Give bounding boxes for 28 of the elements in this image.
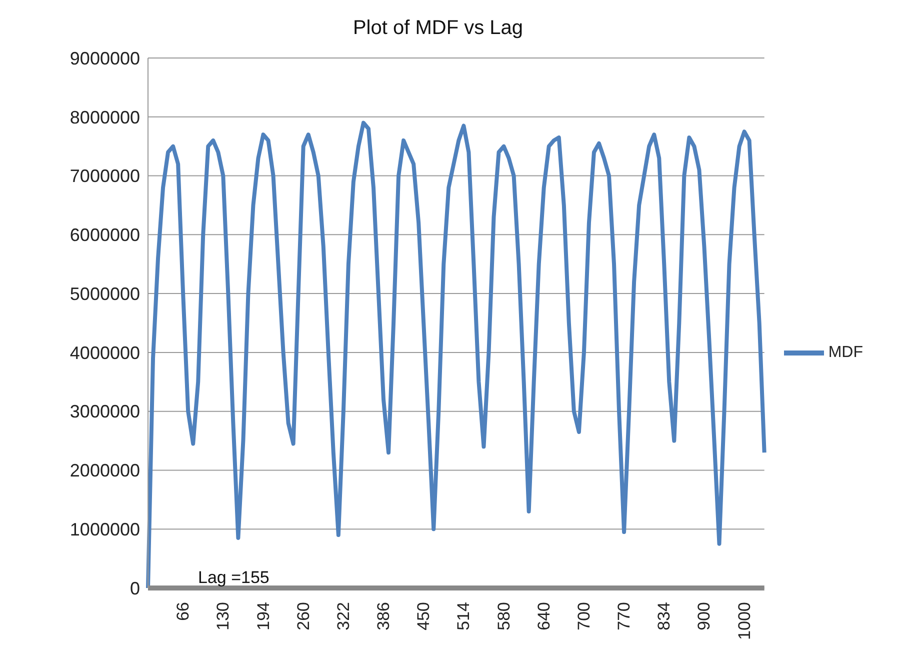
y-tick-label: 2000000 (70, 460, 140, 481)
y-tick-label: 1000000 (70, 520, 140, 540)
legend-label: MDF (828, 344, 863, 362)
y-tick-label: 6000000 (70, 225, 140, 246)
x-tick-label: 900 (694, 602, 714, 630)
x-tick-label: 640 (534, 602, 554, 630)
x-tick-label: 1000 (734, 602, 754, 640)
y-tick-label: 8000000 (70, 107, 140, 128)
annotation: Lag =155 (198, 568, 270, 588)
y-tick-label: 3000000 (70, 402, 140, 422)
chart-title: Plot of MDF vs Lag (352, 16, 524, 41)
x-tick-label: 194 (254, 602, 273, 630)
y-tick-label: 4000000 (70, 342, 140, 363)
x-tick-label: 386 (374, 602, 394, 630)
x-tick-label: 322 (334, 602, 353, 630)
x-tick-label: 580 (494, 602, 514, 630)
x-tick-label: 130 (214, 602, 233, 630)
y-tick-label: 0 (130, 578, 140, 598)
x-tick-label: 770 (614, 602, 634, 630)
y-tick-label: 7000000 (70, 166, 140, 186)
x-tick-label: 260 (294, 602, 313, 630)
x-tick-label: 66 (174, 602, 193, 621)
x-tick-label: 514 (454, 602, 474, 630)
y-tick-label: 9000000 (70, 48, 140, 68)
x-tick-label: 834 (654, 602, 674, 630)
x-tick-label: 450 (414, 602, 434, 630)
x-tick-label: 700 (574, 602, 594, 630)
y-tick-label: 5000000 (70, 284, 140, 304)
